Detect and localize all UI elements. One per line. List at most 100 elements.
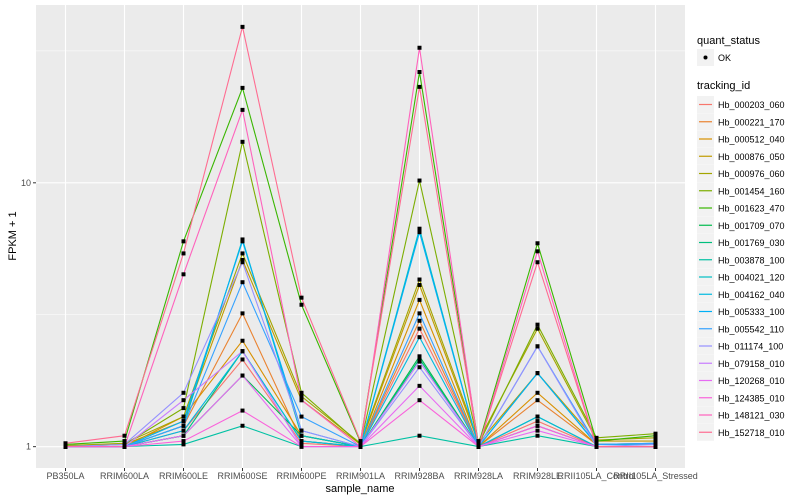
data-points (63, 24, 658, 449)
data-point (299, 441, 304, 446)
data-point (653, 442, 658, 447)
data-point (240, 311, 245, 316)
data-point (358, 439, 363, 444)
data-point (240, 107, 245, 112)
y-axis-title: FPKM + 1 (7, 211, 19, 260)
x-tick-label: RRIM928LA (454, 471, 503, 481)
y-tick-label: 10 (21, 178, 31, 188)
data-point (653, 444, 658, 449)
data-point (240, 423, 245, 428)
data-point (417, 318, 422, 323)
data-point (417, 354, 422, 359)
data-point (299, 394, 304, 399)
legend-label: Hb_001623_470 (718, 204, 785, 214)
data-point (299, 428, 304, 433)
data-point (417, 365, 422, 370)
y-axis: 1 10 (21, 178, 36, 452)
data-point (240, 260, 245, 265)
data-point (181, 272, 186, 277)
data-point (535, 322, 540, 327)
data-point (299, 295, 304, 300)
data-point (358, 442, 363, 447)
x-tick-label: PB350LA (46, 471, 84, 481)
data-point (535, 423, 540, 428)
data-point (299, 398, 304, 403)
data-point (299, 444, 304, 449)
data-point (417, 398, 422, 403)
x-tick-label: RRII105LA_Control (557, 471, 635, 481)
data-point (535, 390, 540, 395)
data-point (299, 439, 304, 444)
data-point (535, 433, 540, 438)
legend-label: Hb_152718_010 (718, 428, 785, 438)
data-point (535, 398, 540, 403)
x-tick-label: RRIM901LA (336, 471, 385, 481)
legend-label: Hb_011174_100 (718, 342, 783, 352)
legend-label: Hb_120268_010 (718, 376, 785, 386)
data-point (653, 435, 658, 440)
legend-label: Hb_124385_010 (718, 393, 785, 403)
data-point (181, 251, 186, 256)
x-tick-label: RRIM600LA (100, 471, 149, 481)
legend: quant_status OK tracking_id Hb_000203_06… (697, 35, 785, 441)
legend-label: Hb_079158_010 (718, 359, 785, 369)
data-point (535, 428, 540, 433)
data-point (240, 408, 245, 413)
point-icon (703, 55, 708, 60)
data-point (417, 326, 422, 331)
data-point (181, 419, 186, 424)
data-point (417, 433, 422, 438)
x-tick-label: RRIM600PE (276, 471, 326, 481)
data-point (417, 45, 422, 50)
data-point (240, 373, 245, 378)
data-point (417, 282, 422, 287)
data-point (535, 419, 540, 424)
data-point (240, 280, 245, 285)
data-point (535, 241, 540, 246)
data-point (417, 335, 422, 340)
data-point (535, 371, 540, 376)
data-point (181, 390, 186, 395)
data-point (535, 260, 540, 265)
legend-title-tracking-id: tracking_id (697, 80, 750, 92)
data-point (240, 349, 245, 354)
data-point (181, 442, 186, 447)
legend-label: Hb_003878_100 (718, 255, 785, 265)
data-point (653, 431, 658, 436)
data-point (417, 178, 422, 183)
legend-label: Hb_000512_040 (718, 135, 785, 145)
data-point (358, 444, 363, 449)
legend-label: Hb_148121_030 (718, 411, 785, 421)
data-point (594, 444, 599, 449)
data-point (299, 414, 304, 419)
legend-label: Hb_000221_170 (718, 117, 785, 127)
data-point (240, 239, 245, 244)
data-point (299, 433, 304, 438)
data-point (535, 344, 540, 349)
data-point (417, 226, 422, 231)
data-point (63, 444, 68, 449)
data-point (653, 433, 658, 438)
legend-label: Hb_000203_060 (718, 100, 785, 110)
data-point (299, 390, 304, 395)
data-point (181, 423, 186, 428)
data-point (240, 257, 245, 262)
data-point (299, 302, 304, 307)
data-point (417, 230, 422, 235)
data-point (417, 359, 422, 364)
data-point (417, 277, 422, 282)
legend-label: Hb_000976_060 (718, 169, 785, 179)
data-point (122, 444, 127, 449)
data-point (653, 439, 658, 444)
x-tick-label: RRII105LA_Stressed (613, 471, 698, 481)
data-point (417, 297, 422, 302)
data-point (181, 239, 186, 244)
data-point (594, 442, 599, 447)
legend-label: Hb_004162_040 (718, 290, 785, 300)
legend-label: Hb_005333_100 (718, 307, 785, 317)
legend-label: Hb_000876_050 (718, 152, 785, 162)
data-point (240, 24, 245, 29)
data-point (535, 326, 540, 331)
